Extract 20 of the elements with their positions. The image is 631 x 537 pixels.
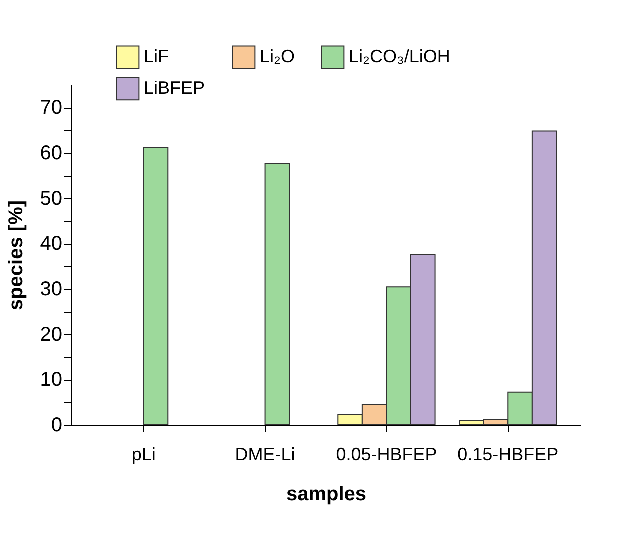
y-tick-label: 70: [40, 97, 62, 120]
legend-label: Li₂O: [260, 46, 295, 66]
y-tick-label: 40: [40, 233, 62, 256]
y-tick-label: 10: [40, 369, 62, 392]
bar: [143, 147, 169, 426]
legend-label: LiBFEP: [144, 78, 206, 98]
y-tick-label: 30: [40, 278, 62, 300]
x-tick-label: DME-Li: [235, 444, 296, 464]
legend-label: LiF: [144, 46, 170, 66]
bar: [264, 163, 290, 426]
x-tick-label: 0.05-HBFEP: [336, 444, 438, 464]
x-tick-label: pLi: [132, 444, 156, 464]
y-tick-label: 20: [40, 324, 62, 346]
x-tick-label: 0.15-HBFEP: [458, 444, 559, 464]
y-tick-label: 60: [40, 142, 62, 164]
legend-label: Li₂CO₃/LiOH: [349, 46, 450, 66]
y-tick-label: 50: [40, 188, 62, 210]
y-axis-title: species [%]: [5, 200, 28, 311]
x-axis-title: samples: [286, 484, 367, 506]
y-tick-label: 0: [51, 414, 62, 436]
